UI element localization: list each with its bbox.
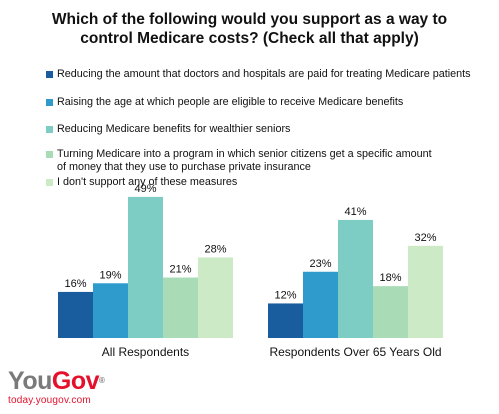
data-label: 28% [204, 243, 226, 255]
bar [303, 271, 338, 338]
chart-title-line: control Medicare costs? (Check all that … [80, 30, 419, 47]
logo-registered-mark: ® [99, 376, 105, 385]
legend-swatch [46, 151, 53, 158]
bar [268, 303, 303, 338]
data-label: 12% [274, 289, 296, 301]
bar [58, 291, 93, 338]
logo-you: You [8, 367, 52, 395]
data-label: 21% [169, 264, 191, 276]
bar [408, 245, 443, 338]
site-url: today.yougov.com [8, 395, 91, 406]
legend-label: Reducing the amount that doctors and hos… [57, 68, 471, 80]
chart-title-line: Which of the following would you support… [51, 11, 448, 28]
legend-label: of money that they use to purchase priva… [57, 161, 311, 173]
legend-label: Raising the age at which people are elig… [57, 96, 404, 108]
data-label: 23% [309, 258, 331, 270]
legend-item: Reducing Medicare benefits for wealthier… [46, 123, 290, 136]
data-label: 18% [379, 272, 401, 284]
legend-item: Turning Medicare into a program in which… [46, 148, 432, 174]
bar [128, 196, 163, 338]
legend-swatch [46, 71, 53, 78]
bar [93, 283, 128, 338]
legend-item: Raising the age at which people are elig… [46, 96, 403, 109]
legend-label: I don't support any of these measures [57, 176, 238, 188]
data-label: 16% [64, 278, 86, 290]
legend-item: Reducing the amount that doctors and hos… [46, 68, 471, 81]
data-label: 41% [344, 206, 366, 218]
bar [338, 219, 373, 338]
bar [163, 277, 198, 338]
legend-swatch [46, 126, 53, 133]
data-label: 19% [99, 269, 121, 281]
chart-title: Which of the following would you support… [0, 10, 499, 48]
logo-wordmark: YouGov® [8, 367, 105, 395]
legend-item: I don't support any of these measures [46, 176, 237, 189]
category-label: All Respondents [102, 345, 189, 359]
legend-label: Reducing Medicare benefits for wealthier… [57, 123, 291, 135]
data-label: 32% [414, 232, 436, 244]
legend-swatch [46, 99, 53, 106]
yougov-logo: YouGov® today.yougov.com [8, 367, 105, 406]
data-label: 49% [134, 183, 156, 195]
bar [198, 257, 233, 338]
bar [373, 286, 408, 338]
logo-gov: Gov [51, 367, 100, 395]
legend-label: Turning Medicare into a program in which… [57, 148, 432, 160]
legend-swatch [46, 179, 53, 186]
category-label: Respondents Over 65 Years Old [269, 345, 441, 359]
